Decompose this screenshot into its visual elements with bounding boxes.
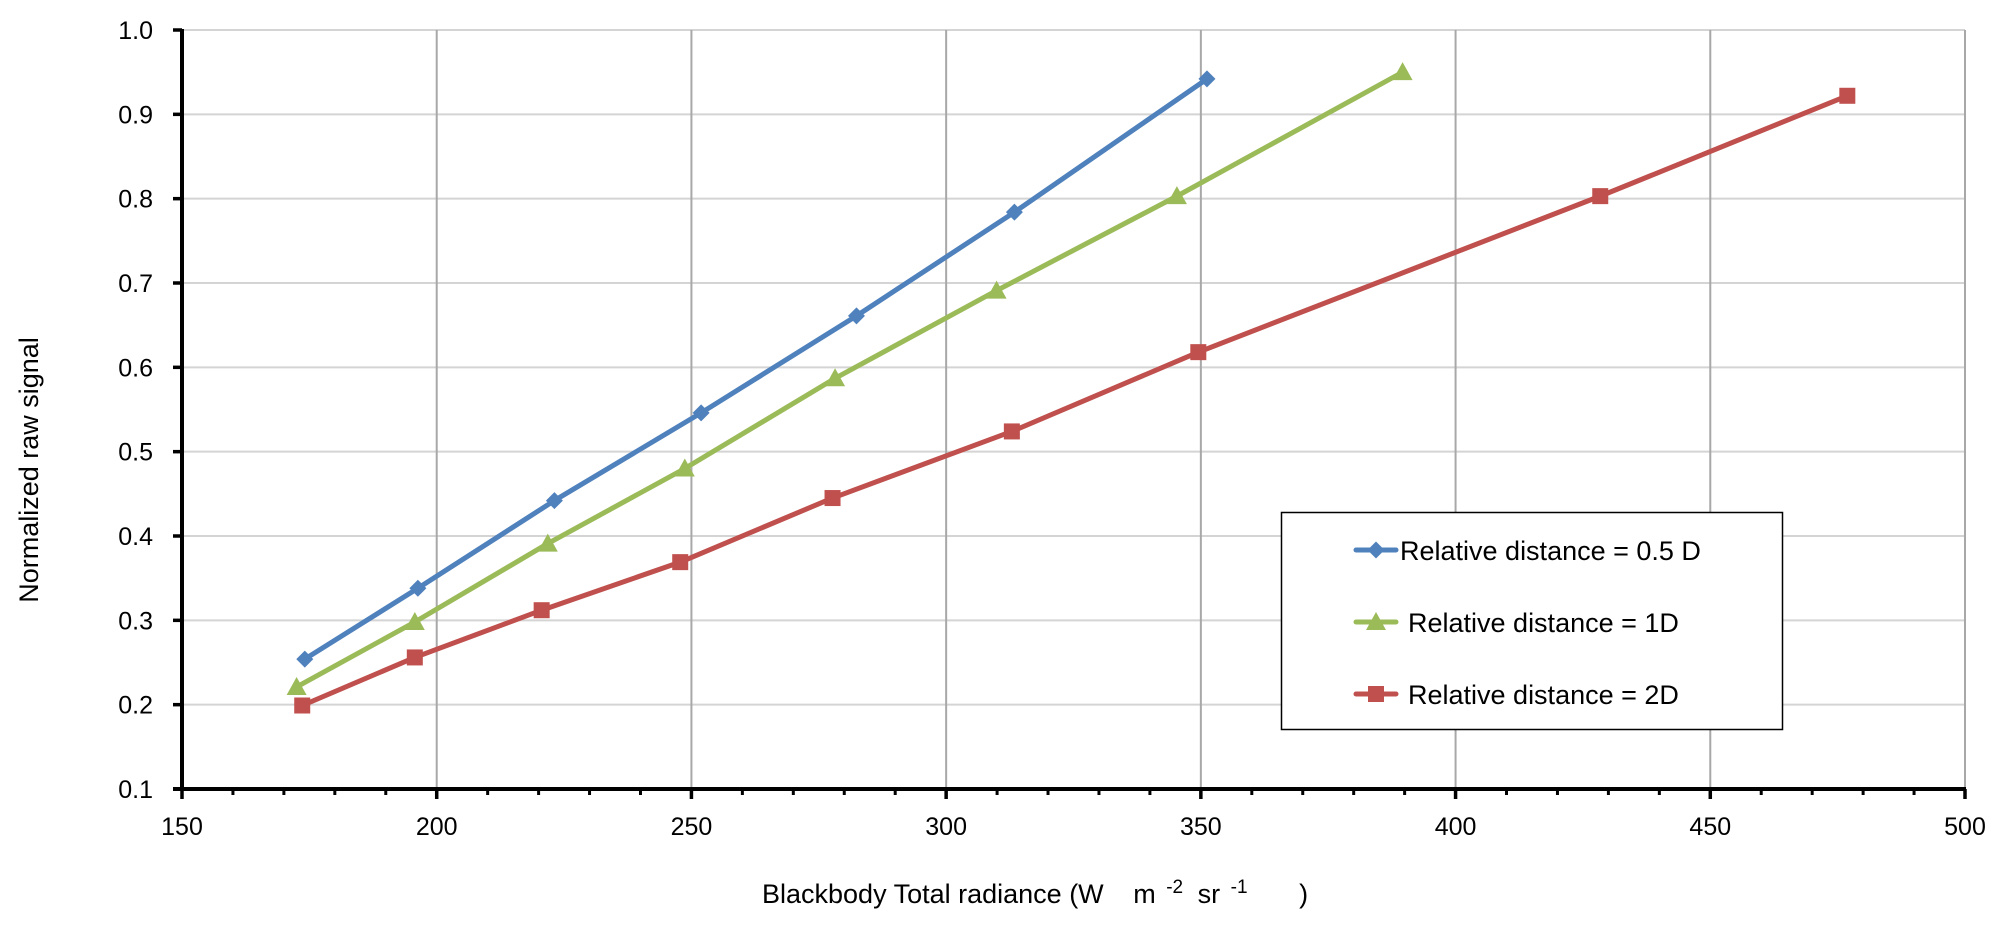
- y-tick-label: 0.1: [118, 776, 153, 804]
- series-group: [286, 62, 1856, 714]
- axes: [173, 28, 1967, 799]
- data-point-square: [533, 602, 550, 619]
- x-axis-title-exp-m: -2: [1166, 877, 1183, 898]
- legend-item: Relative distance = 2D: [1353, 680, 1679, 710]
- y-tick-labels: 0.1 0.2 0.3 0.4 0.5 0.6 0.7 0.8 0.9 1.0: [118, 17, 153, 804]
- y-tick-label: 0.5: [118, 439, 153, 467]
- y-tick-label: 0.8: [118, 186, 153, 214]
- x-axis-title: Blackbody Total radiance (W m -2 sr -1 ): [762, 869, 1308, 909]
- x-tick-label: 450: [1689, 813, 1731, 841]
- legend-items: Relative distance = 0.5 D Relative distan…: [1353, 536, 1701, 710]
- data-point-square: [1839, 87, 1856, 104]
- x-axis-title-close: ): [1299, 879, 1308, 909]
- y-tick-label: 1.0: [118, 17, 153, 45]
- series-square: [294, 87, 1856, 714]
- data-point-triangle: [986, 280, 1007, 299]
- y-tick-label: 0.3: [118, 607, 153, 635]
- data-point-diamond: [1005, 203, 1023, 221]
- y-axis-title: Normalized raw signal: [14, 337, 44, 603]
- x-tick-label: 250: [671, 813, 713, 841]
- legend-label: Relative distance = 1D: [1408, 608, 1679, 638]
- data-point-square: [1190, 344, 1207, 361]
- legend-item: Relative distance = 1D: [1353, 608, 1679, 638]
- data-point-square: [1003, 423, 1020, 440]
- data-point-triangle: [1392, 62, 1413, 81]
- data-point-diamond: [296, 650, 314, 668]
- y-tick-label: 0.9: [118, 101, 153, 129]
- x-axis-title-main: Blackbody Total radiance (W: [762, 879, 1104, 909]
- legend-label: Relative distance = 0.5 D: [1400, 536, 1701, 566]
- x-axis-title-unit-m: m: [1133, 879, 1156, 909]
- data-point-diamond: [692, 404, 710, 422]
- y-tick-label: 0.2: [118, 692, 153, 720]
- series-diamond: [296, 70, 1216, 668]
- horizontal-gridlines: [182, 29, 1965, 706]
- data-point-triangle: [404, 612, 425, 631]
- data-point-triangle: [674, 458, 695, 477]
- series-line: [294, 69, 1406, 690]
- x-tick-label: 400: [1435, 813, 1477, 841]
- x-axis-title-unit-sr: sr: [1198, 879, 1221, 909]
- data-point-diamond: [545, 492, 563, 510]
- data-point-triangle: [286, 676, 307, 695]
- data-point-diamond: [409, 579, 427, 597]
- x-tick-label: 500: [1944, 813, 1986, 841]
- data-point-diamond: [847, 307, 865, 325]
- x-tick-label: 300: [925, 813, 967, 841]
- legend: Relative distance = 0.5 D Relative distan…: [1280, 511, 1784, 731]
- x-tick-label: 150: [161, 813, 203, 841]
- data-point-triangle: [1166, 186, 1187, 205]
- legend-marker-diamond: [1367, 541, 1385, 559]
- data-point-square: [672, 554, 689, 571]
- x-tick-label: 350: [1180, 813, 1222, 841]
- x-tick-labels: 150 200 250 300 350 400 450 500: [161, 813, 1986, 841]
- y-tick-label: 0.7: [118, 270, 153, 298]
- x-axis-title-exp-sr: -1: [1231, 877, 1248, 898]
- data-point-square: [406, 649, 423, 666]
- series-line: [302, 76, 1210, 662]
- x-tick-label: 200: [416, 813, 458, 841]
- legend-item: Relative distance = 0.5 D: [1353, 536, 1701, 566]
- data-point-square: [824, 490, 841, 507]
- data-point-triangle: [537, 533, 558, 552]
- y-tick-label: 0.6: [118, 354, 153, 382]
- data-point-diamond: [1198, 70, 1216, 88]
- data-point-square: [294, 697, 311, 714]
- y-tick-label: 0.4: [118, 523, 153, 551]
- legend-marker-triangle: [1366, 612, 1386, 630]
- data-point-triangle: [825, 368, 846, 387]
- data-point-square: [1592, 188, 1609, 205]
- legend-marker-square: [1368, 686, 1384, 702]
- legend-label: Relative distance = 2D: [1408, 680, 1679, 710]
- series-triangle: [286, 62, 1413, 695]
